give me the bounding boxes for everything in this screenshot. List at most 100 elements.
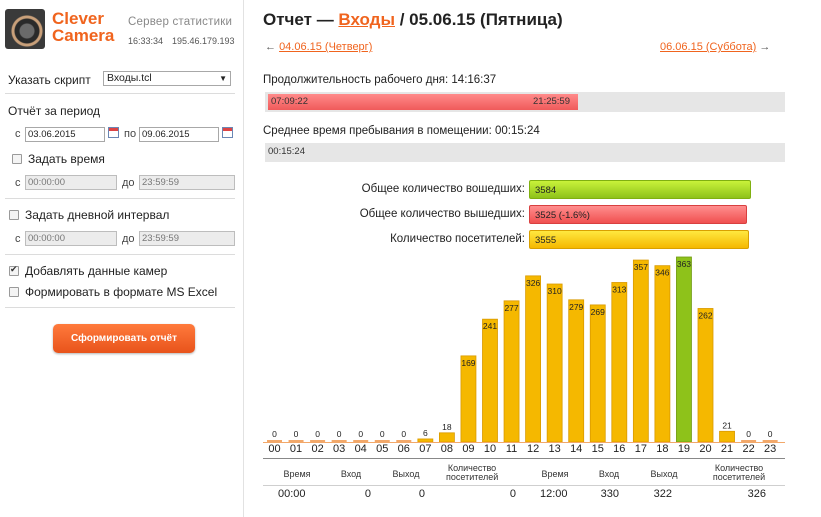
bar-value-label: 310 xyxy=(548,286,562,296)
workday-fill xyxy=(268,94,578,110)
date-from-prefix: с xyxy=(15,128,21,140)
hour-label: 22 xyxy=(742,443,755,455)
hour-label: 21 xyxy=(720,443,734,455)
histogram-baseline xyxy=(263,442,785,443)
hour-label: 23 xyxy=(764,443,777,455)
histogram-bar xyxy=(568,299,585,443)
day-interval-checkbox[interactable] xyxy=(9,210,19,220)
histogram-bar xyxy=(374,440,390,442)
next-day-label: 06.06.15 (Суббота) xyxy=(660,41,757,53)
set-time-label: Задать время xyxy=(28,152,105,166)
hour-label: 16 xyxy=(613,443,626,455)
title-suffix: / 05.06.15 (Пятница) xyxy=(394,10,563,29)
divider xyxy=(5,254,235,255)
histogram-bar xyxy=(503,300,520,443)
script-select-value: Входы.tcl xyxy=(107,72,152,84)
hour-label: 12 xyxy=(526,443,540,455)
visitors-label: Количество посетителей: xyxy=(390,233,525,245)
hour-label: 11 xyxy=(505,443,518,455)
arrow-right-icon: → xyxy=(759,41,771,53)
calendar-icon[interactable] xyxy=(222,127,233,138)
hour-label: 05 xyxy=(376,443,389,455)
bar-value-label: 241 xyxy=(483,321,497,331)
server-ip: 195.46.179.193 xyxy=(172,36,235,46)
camera-data-checkbox[interactable] xyxy=(9,264,19,276)
time-from-prefix: с xyxy=(15,177,21,189)
calendar-icon[interactable] xyxy=(108,127,119,138)
histogram-bar xyxy=(482,318,498,443)
hour-label: 20 xyxy=(699,443,712,455)
bar-value-label: 6 xyxy=(423,428,428,438)
hour-label: 07 xyxy=(419,443,432,455)
histogram-bar xyxy=(741,440,757,442)
date-to-input[interactable]: 09.06.2015 xyxy=(139,127,219,142)
interval-to-input[interactable]: 23:59:59 xyxy=(139,231,235,246)
table-header: Выход xyxy=(392,469,420,479)
dropdown-arrow-icon: ▼ xyxy=(219,74,227,83)
hour-label: 19 xyxy=(677,443,691,455)
table-header: Вход xyxy=(340,469,362,479)
total-out-label: Общее количество вышедших: xyxy=(359,208,525,220)
interval-from-input[interactable]: 00:00:00 xyxy=(25,231,117,246)
hour-label: 15 xyxy=(591,443,604,455)
script-label: Указать скрипт xyxy=(8,73,91,87)
bar-value-label: 21 xyxy=(722,420,732,430)
total-out-bar: 3525 (-1.6%) xyxy=(529,205,747,224)
clever-camera-logo xyxy=(5,9,45,49)
histogram-bar xyxy=(288,440,304,442)
title-prefix: Отчет — xyxy=(263,10,339,29)
histogram-bar xyxy=(762,440,778,442)
table-cell: 0 xyxy=(509,488,516,500)
brand-line-1: Clever xyxy=(52,9,104,28)
set-time-checkbox[interactable] xyxy=(12,154,22,164)
bar-value-label: 0 xyxy=(768,429,773,439)
brand-name: Clever Camera xyxy=(52,10,114,44)
table-header: Время xyxy=(283,469,311,479)
divider xyxy=(5,198,235,199)
server-time: 16:33:34 xyxy=(128,36,164,46)
histogram-bar xyxy=(697,308,714,443)
histogram-bar xyxy=(546,283,563,443)
histogram-bar xyxy=(310,440,326,442)
hour-label: 09 xyxy=(462,443,475,455)
workday-end: 21:25:59 xyxy=(533,96,570,107)
title-script-link[interactable]: Входы xyxy=(338,10,395,29)
bar-value-label: 0 xyxy=(315,429,320,439)
hourly-histogram: 0 0 0 0 0 0 0 6 18 169 241 277 326 310 279 269 313 357 346… xyxy=(267,256,778,443)
time-to-input[interactable]: 23:59:59 xyxy=(139,175,235,190)
next-day-link[interactable]: 06.06.15 (Суббота) → xyxy=(660,41,770,53)
table-cell: 326 xyxy=(747,488,766,500)
avg-stay-track: 00:15:24 xyxy=(265,143,785,162)
table-header: Количество посетителей xyxy=(712,463,766,482)
date-from-input[interactable]: 03.06.2015 xyxy=(25,127,105,142)
interval-from-prefix: с xyxy=(15,233,21,245)
camera-data-label: Добавлять данные камер xyxy=(25,264,168,278)
table-cell: 0 xyxy=(418,488,425,500)
bar-value-label: 262 xyxy=(698,310,712,320)
prev-day-label: 04.06.15 (Четверг) xyxy=(279,41,373,53)
hour-label: 18 xyxy=(656,443,669,455)
prev-day-link[interactable]: ← 04.06.15 (Четверг) xyxy=(265,41,372,53)
bar-value-label: 279 xyxy=(569,302,583,312)
table-cell: 0 xyxy=(364,488,371,500)
hour-labels: 00 01 02 03 04 05 06 07 08 09 10 11 12 13 14 15 16 17 18 19… xyxy=(263,443,785,457)
histogram-bar xyxy=(438,432,455,443)
histogram-bar xyxy=(331,440,347,442)
time-from-input[interactable]: 00:00:00 xyxy=(25,175,117,190)
date-to-prefix: по xyxy=(124,128,137,140)
workday-track: 07:09:22 21:25:59 xyxy=(265,92,785,112)
visitors-bar: 3555 xyxy=(529,230,749,249)
excel-checkbox[interactable] xyxy=(9,287,19,297)
generate-report-button[interactable]: Сформировать отчёт xyxy=(53,324,195,353)
workday-start: 07:09:22 xyxy=(271,96,308,107)
histogram-bar xyxy=(676,256,692,443)
sidebar: Clever Camera Сервер статистики 16:33:34… xyxy=(0,0,244,517)
page-title: Отчет — Входы / 05.06.15 (Пятница) xyxy=(263,10,563,30)
hour-label: 03 xyxy=(333,443,346,455)
bar-value-label: 18 xyxy=(442,422,452,432)
histogram-bar xyxy=(525,275,542,443)
script-select[interactable]: Входы.tcl ▼ xyxy=(103,71,231,86)
hour-label: 01 xyxy=(289,443,303,455)
excel-label: Формировать в формате MS Excel xyxy=(25,285,218,299)
time-to-prefix: до xyxy=(122,177,135,189)
